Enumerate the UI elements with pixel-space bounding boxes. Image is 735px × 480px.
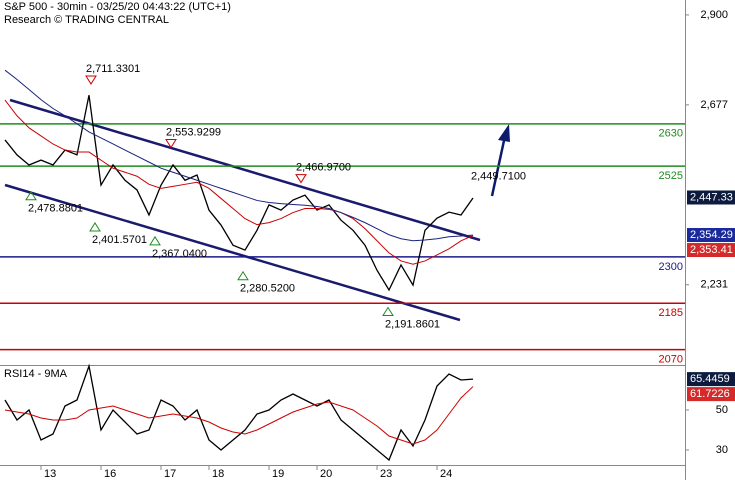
support-marker xyxy=(382,306,394,317)
annotation-label: 2,711.3301 xyxy=(86,63,140,75)
last-value-label: 61.7226 xyxy=(690,388,730,400)
annotation-label: 2,280.5200 xyxy=(240,283,295,295)
x-tick-label: 23 xyxy=(380,468,392,480)
resistance-marker xyxy=(85,75,97,85)
level-label: 2630 xyxy=(659,128,683,140)
series-line xyxy=(4,69,474,242)
level-label: 2185 xyxy=(659,307,683,319)
last-value-label: 2,447.33 xyxy=(690,191,733,203)
support-marker xyxy=(149,235,161,246)
annotation-label: 2,191.8601 xyxy=(385,318,440,330)
chart-title: S&P 500 - 30min - 03/25/20 04:43:22 (UTC… xyxy=(4,1,231,13)
rsi-title: RSI14 - 9MA xyxy=(4,368,68,380)
resistance-marker xyxy=(165,138,177,149)
annotation-label: 2,466.9700 xyxy=(296,161,351,173)
last-value-label: 2,353.41 xyxy=(690,244,733,256)
annotation-label: 2,478.8801 xyxy=(28,203,83,215)
support-marker xyxy=(237,270,249,281)
level-label: 2525 xyxy=(659,170,683,182)
chart-subtitle: Research © TRADING CENTRAL xyxy=(4,14,169,26)
y-tick-label: 2,677 xyxy=(700,99,728,111)
last-value-label: 65.4459 xyxy=(690,373,730,385)
last-value-box xyxy=(687,372,735,387)
support-marker xyxy=(89,222,101,232)
x-tick-label: 16 xyxy=(104,468,116,480)
forecast-arrowhead xyxy=(498,124,510,142)
y-tick-label: 30 xyxy=(716,444,728,456)
x-tick-label: 18 xyxy=(212,468,224,480)
y-tick-label: 50 xyxy=(716,404,728,416)
last-value-label: 2,354.29 xyxy=(690,229,733,241)
y-tick-label: 2,231 xyxy=(700,279,728,291)
series-line xyxy=(4,386,474,445)
level-label: 2300 xyxy=(659,261,683,273)
x-tick-label: 13 xyxy=(44,468,56,480)
x-tick-label: 24 xyxy=(440,468,452,480)
channel-lower xyxy=(4,183,461,322)
last-value-box xyxy=(687,190,735,205)
last-value-box xyxy=(687,243,735,258)
series-line xyxy=(4,363,474,462)
annotation-label: 2,401.5701 xyxy=(92,234,147,246)
annotation-label: 2,553.9299 xyxy=(166,126,221,138)
x-tick-label: 19 xyxy=(272,468,284,480)
x-tick-label: 20 xyxy=(320,468,332,480)
x-tick-label: 17 xyxy=(164,468,176,480)
support-marker xyxy=(25,190,37,201)
annotation-label: 2,367.0400 xyxy=(152,248,207,260)
series-line xyxy=(4,95,474,292)
series-line xyxy=(4,99,474,265)
last-value-box xyxy=(687,387,735,402)
annotation-label: 2,449.7100 xyxy=(471,170,526,182)
resistance-marker xyxy=(295,174,307,184)
y-tick-label: 2,900 xyxy=(700,9,728,21)
last-value-box xyxy=(687,228,735,243)
level-label: 2070 xyxy=(659,354,683,366)
